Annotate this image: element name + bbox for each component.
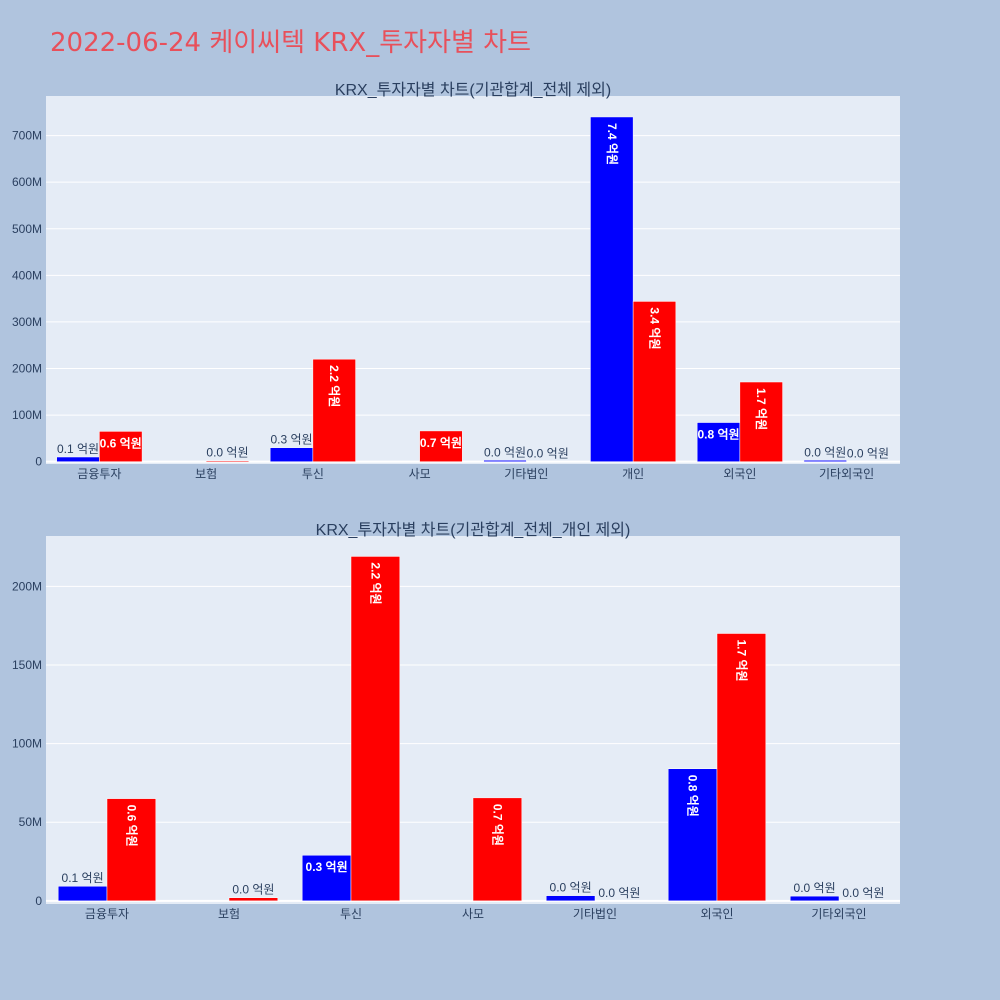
data-label-1-1-1: 0.0 억원 xyxy=(232,883,274,897)
bar-1-1-1 xyxy=(228,897,279,902)
x-tick-label-0-5: 개인 xyxy=(622,467,644,481)
data-label-1-0-5: 0.8 억원 xyxy=(686,775,700,817)
y-tick-label-1-4: 200M xyxy=(12,579,42,593)
x-tick-label-1-4: 기타법인 xyxy=(573,907,617,921)
data-label-1-1-0: 0.6 억원 xyxy=(124,805,138,847)
page-title: 2022-06-24 케이씨텍 KRX_투자자별 차트 xyxy=(50,28,532,58)
data-label-0-0-6: 0.8 억원 xyxy=(697,428,739,442)
bar-0-0-0 xyxy=(56,456,100,462)
y-tick-label-0-2: 200M xyxy=(12,362,42,376)
bar-1-1-3 xyxy=(472,797,523,902)
data-label-0-1-1: 0.0 억원 xyxy=(206,446,248,460)
data-label-0-1-0: 0.6 억원 xyxy=(100,436,142,450)
x-tick-label-1-1: 보험 xyxy=(218,907,240,921)
data-label-0-1-3: 0.7 억원 xyxy=(420,436,462,450)
x-tick-label-0-2: 투신 xyxy=(302,467,324,481)
bar-0-1-0 xyxy=(99,431,143,462)
x-tick-label-0-6: 외국인 xyxy=(723,467,756,481)
data-label-0-0-2: 0.3 억원 xyxy=(270,433,312,447)
x-tick-label-1-3: 사모 xyxy=(462,907,484,921)
data-label-0-1-2: 2.2 억원 xyxy=(327,365,341,407)
data-label-1-1-2: 2.2 억원 xyxy=(368,562,382,604)
bar-0-1-5 xyxy=(632,301,677,462)
bar-0-0-2 xyxy=(269,447,314,462)
bar-0-1-3 xyxy=(419,430,463,462)
bar-1-0-0 xyxy=(57,885,108,902)
bar-1-0-6 xyxy=(789,895,840,902)
y-tick-label-0-5: 500M xyxy=(12,222,42,236)
bar-0-0-6 xyxy=(696,422,741,462)
data-label-1-0-4: 0.0 억원 xyxy=(550,881,592,895)
bar-1-1-0 xyxy=(106,798,157,902)
bar-0-0-4 xyxy=(483,460,527,462)
data-label-0-1-6: 1.7 억원 xyxy=(754,388,768,430)
bar-1-0-5 xyxy=(667,768,718,902)
bar-0-1-1 xyxy=(205,460,250,462)
data-label-0-0-5: 7.4 억원 xyxy=(605,123,619,165)
data-label-1-0-0: 0.1 억원 xyxy=(62,871,104,885)
data-label-1-0-2: 0.3 억원 xyxy=(306,860,348,874)
bar-0-0-7 xyxy=(803,460,847,462)
x-tick-label-0-1: 보험 xyxy=(195,467,217,481)
y-tick-label-1-3: 150M xyxy=(12,658,42,672)
data-label-1-1-4: 0.0 억원 xyxy=(598,886,640,900)
data-label-0-1-5: 3.4 억원 xyxy=(647,307,661,349)
y-tick-label-0-0: 0 xyxy=(35,455,42,469)
data-label-1-1-5: 1.7 억원 xyxy=(734,640,748,682)
bar-0-1-2 xyxy=(312,358,356,462)
data-label-0-1-4: 0.0 억원 xyxy=(527,447,569,461)
x-tick-label-0-7: 기타외국인 xyxy=(819,467,874,481)
x-tick-label-1-6: 기타외국인 xyxy=(811,907,866,921)
x-tick-label-1-2: 투신 xyxy=(340,907,362,921)
bar-0-1-6 xyxy=(739,381,783,462)
bar-1-1-2 xyxy=(350,556,401,902)
bar-1-0-4 xyxy=(545,895,596,902)
data-label-1-1-3: 0.7 억원 xyxy=(490,804,504,846)
y-tick-label-1-0: 0 xyxy=(35,894,42,908)
data-label-0-0-4: 0.0 억원 xyxy=(484,445,526,459)
data-label-0-0-7: 0.0 억원 xyxy=(804,445,846,459)
y-tick-label-0-6: 600M xyxy=(12,175,42,189)
x-tick-label-1-0: 금융투자 xyxy=(85,907,129,921)
x-tick-label-1-5: 외국인 xyxy=(700,907,733,921)
y-tick-label-1-2: 100M xyxy=(12,737,42,751)
chart-title-1: KRX_투자자별 차트(기관합계_전체_개인 제외) xyxy=(316,521,631,539)
x-tick-label-0-3: 사모 xyxy=(409,467,431,481)
x-tick-label-0-0: 금융투자 xyxy=(77,467,121,481)
bar-1-1-5 xyxy=(716,633,767,902)
data-label-0-1-7: 0.0 억원 xyxy=(847,447,889,461)
data-label-0-0-0: 0.1 억원 xyxy=(57,442,99,456)
chart-title-0: KRX_투자자별 차트(기관합계_전체 제외) xyxy=(335,81,611,99)
bar-0-0-5 xyxy=(590,116,634,462)
data-label-1-0-6: 0.0 억원 xyxy=(794,881,836,895)
y-tick-label-1-1: 50M xyxy=(19,815,42,829)
y-tick-label-0-7: 700M xyxy=(12,129,42,143)
y-tick-label-0-1: 100M xyxy=(12,408,42,422)
y-tick-label-0-3: 300M xyxy=(12,315,42,329)
y-tick-label-0-4: 400M xyxy=(12,268,42,282)
data-label-1-1-6: 0.0 억원 xyxy=(842,886,884,900)
bar-1-0-2 xyxy=(301,854,352,902)
x-tick-label-0-4: 기타법인 xyxy=(504,467,548,481)
